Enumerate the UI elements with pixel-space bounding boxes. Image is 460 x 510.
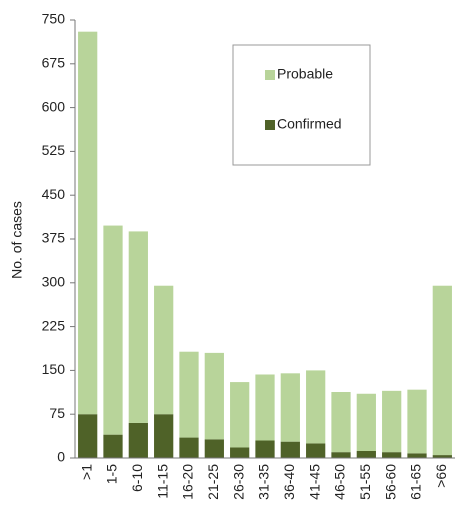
x-tick-label: 41-45 [306, 464, 322, 500]
bar-segment [154, 285, 174, 415]
legend-label: Probable [277, 66, 333, 82]
x-tick-label: 6-10 [129, 464, 145, 492]
bar-segment [382, 390, 402, 453]
bar-segment [432, 455, 452, 458]
x-tick-label: 16-20 [180, 464, 196, 500]
bar-segment [280, 441, 300, 458]
y-tick-label: 75 [49, 405, 65, 421]
bar-segment [128, 231, 148, 423]
bar-segment [356, 450, 376, 458]
x-tick-label: 1-5 [104, 464, 120, 484]
bar-segment [331, 452, 351, 458]
y-tick-label: 150 [42, 361, 66, 377]
bar-segment [154, 414, 174, 458]
bar-segment [432, 285, 452, 456]
x-tick-label: >1 [78, 464, 94, 480]
y-tick-label: 675 [42, 55, 66, 71]
bar-segment [179, 437, 199, 458]
legend-box [232, 44, 371, 166]
x-tick-label: 56-60 [382, 464, 398, 500]
x-tick-label: 11-15 [154, 464, 170, 499]
bar-segment [230, 447, 250, 458]
bar-segment [255, 374, 275, 441]
bar-segment [306, 370, 326, 444]
bar-segment [78, 31, 98, 415]
y-tick-label: 375 [42, 230, 66, 246]
x-tick-label: 46-50 [332, 464, 348, 500]
x-tick-label: >66 [433, 464, 449, 488]
bar-segment [331, 392, 351, 453]
bar-segment [103, 434, 123, 458]
bar-segment [204, 352, 224, 440]
bar-segment [255, 440, 275, 458]
y-tick-label: 300 [42, 274, 66, 290]
y-tick-label: 750 [42, 11, 66, 27]
bar-segment [280, 373, 300, 442]
bar-segment [407, 453, 427, 458]
bar-segment [128, 422, 148, 458]
y-tick-label: 525 [42, 142, 66, 158]
bar-segment [356, 393, 376, 451]
y-tick-label: 600 [42, 98, 66, 114]
x-tick-label: 26-30 [230, 464, 246, 500]
bar-segment [204, 439, 224, 458]
y-tick-label: 0 [57, 449, 65, 465]
y-tick-label: 450 [42, 186, 66, 202]
bar-segment [407, 389, 427, 454]
legend-swatch [265, 120, 275, 130]
bar-segment [230, 382, 250, 448]
x-tick-label: 51-55 [357, 464, 373, 500]
x-tick-label: 31-35 [256, 464, 272, 500]
bar-segment [78, 414, 98, 458]
bar-segment [382, 452, 402, 458]
x-tick-label: 21-25 [205, 464, 221, 500]
x-tick-label: 61-65 [408, 464, 424, 500]
x-tick-label: 36-40 [281, 464, 297, 500]
bar-segment [306, 443, 326, 458]
y-axis-label: No. of cases [9, 201, 25, 279]
legend-swatch [265, 70, 275, 80]
legend-label: Confirmed [277, 116, 342, 132]
bar-segment [103, 225, 123, 435]
bar-segment [179, 351, 199, 438]
y-tick-label: 225 [42, 317, 66, 333]
